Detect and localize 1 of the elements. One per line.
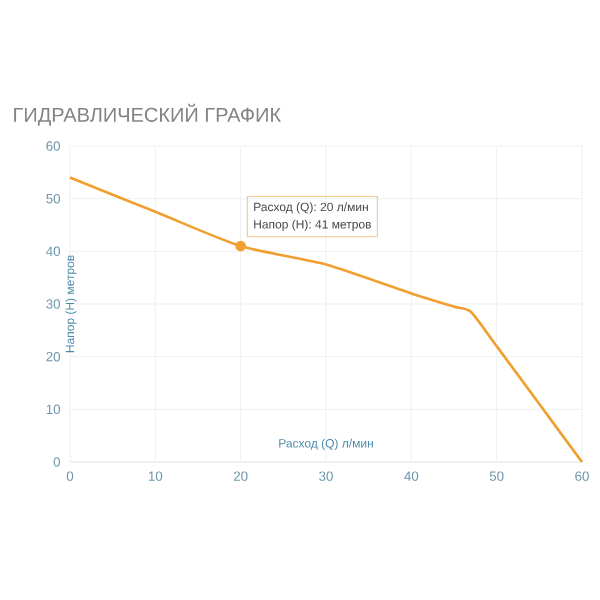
chart-title: ГИДРАВЛИЧЕСКИЙ ГРАФИК	[14, 103, 281, 126]
